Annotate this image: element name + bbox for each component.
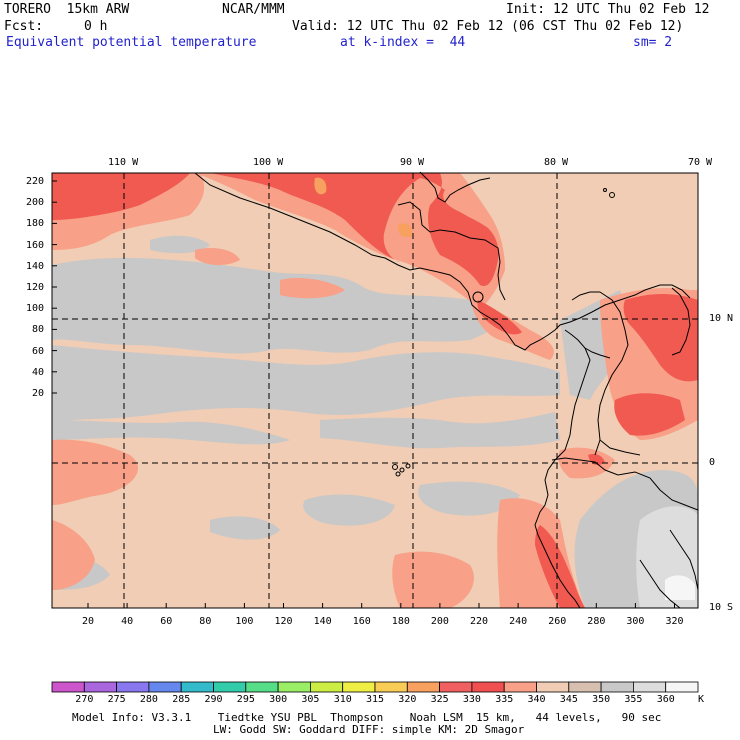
colorbar-label: 310 xyxy=(333,694,352,705)
lon-label-100w: 100 W xyxy=(253,157,284,168)
bottom-axis-label: 240 xyxy=(509,616,528,627)
colorbar-label: 330 xyxy=(462,694,481,705)
left-axis-label: 200 xyxy=(26,197,45,209)
colorbar-label: 270 xyxy=(75,694,94,705)
colorbar-label: 345 xyxy=(559,694,578,705)
colorbar-swatch xyxy=(633,681,667,693)
colorbar-label: 285 xyxy=(172,694,191,705)
colorbar-label: 275 xyxy=(107,694,126,705)
colorbar-label: 320 xyxy=(398,694,417,705)
colorbar-swatch xyxy=(439,681,473,693)
colorbar-swatch xyxy=(213,681,247,693)
colorbar-swatch xyxy=(342,681,376,693)
left-axis-label: 80 xyxy=(32,324,45,336)
field-orange-spots xyxy=(314,177,413,238)
left-axis-ticks xyxy=(52,180,57,394)
colorbar-swatch xyxy=(568,681,602,693)
colorbar-label: 355 xyxy=(624,694,643,705)
colorbar-label: 305 xyxy=(301,694,320,705)
colorbar-swatch xyxy=(309,681,344,693)
left-axis-label: 120 xyxy=(26,282,45,293)
lat-lon-grid xyxy=(52,173,698,608)
bottom-axis-label: 160 xyxy=(352,616,371,627)
colorbar-swatch xyxy=(600,681,634,693)
bottom-axis-label: 40 xyxy=(121,616,134,627)
colorbar-swatch xyxy=(536,681,570,693)
field-white-patch xyxy=(665,575,695,600)
model-info-line1: Model Info: V3.3.1 Tiedtke YSU PBL Thomp… xyxy=(72,711,662,724)
left-axis-label: 180 xyxy=(26,218,45,230)
valid-time: Valid: 12 UTC Thu 02 Feb 12 (06 CST Thu … xyxy=(292,19,684,34)
colorbar-swatch xyxy=(245,681,279,693)
bottom-axis-label: 100 xyxy=(235,616,254,627)
left-axis-label: 60 xyxy=(32,345,45,357)
bottom-axis-label: 320 xyxy=(665,616,684,627)
colorbar-label: 315 xyxy=(366,694,385,705)
bottom-axis-label: 260 xyxy=(548,616,567,627)
left-axis-label: 140 xyxy=(26,260,45,272)
lon-label-70w: 70 W xyxy=(688,157,713,168)
bottom-axis-label: 180 xyxy=(391,616,410,627)
colorbar-swatch xyxy=(503,681,537,693)
model-info-line2: LW: Godd SW: Goddard DIFF: simple KM: 2D… xyxy=(213,723,525,736)
colorbar-swatch xyxy=(471,681,505,693)
colorbar-label: 280 xyxy=(139,694,158,705)
colorbar-label: 340 xyxy=(527,694,546,705)
smoothing-label: sm= 2 xyxy=(633,35,673,50)
colorbar-swatch xyxy=(180,681,214,693)
org-label: NCAR/MMM xyxy=(222,2,285,17)
lon-label-80w: 80 W xyxy=(544,157,569,168)
bottom-axis-label: 140 xyxy=(313,616,332,627)
colorbar-label: 350 xyxy=(592,694,611,705)
coastlines xyxy=(194,171,699,609)
bottom-axis-label: 20 xyxy=(82,616,95,627)
colorbar-label: 300 xyxy=(269,694,288,705)
lat-label-10s: 10 S xyxy=(709,602,734,613)
bottom-axis-label: 120 xyxy=(274,616,293,627)
colorbar-swatch xyxy=(374,681,408,693)
left-axis-label: 160 xyxy=(26,239,45,251)
init-time: Init: 12 UTC Thu 02 Feb 12 xyxy=(506,2,710,17)
level-label: at k-index = 44 xyxy=(340,35,466,50)
colorbar-swatch xyxy=(148,681,182,693)
bottom-axis-label: 200 xyxy=(430,616,449,627)
lon-label-90w: 90 W xyxy=(400,157,425,168)
colorbar-swatch xyxy=(406,681,440,693)
forecast-label: Fcst: xyxy=(4,19,44,34)
colorbar-label: 325 xyxy=(430,694,449,705)
bottom-axis-label: 300 xyxy=(626,616,645,627)
colorbar-label: 335 xyxy=(495,694,514,705)
bottom-axis-label: 220 xyxy=(470,616,489,627)
colorbar-label: 290 xyxy=(204,694,223,705)
forecast-hour: 0 h xyxy=(84,19,108,34)
colorbar-label: 295 xyxy=(236,694,255,705)
left-axis-label: 40 xyxy=(32,366,45,378)
bottom-axis-label: 60 xyxy=(160,616,173,627)
colorbar-swatch xyxy=(277,681,311,693)
bottom-axis-label: 280 xyxy=(587,616,606,627)
lat-label-10n: 10 N xyxy=(709,313,734,324)
field-red-regions xyxy=(52,173,698,608)
left-axis-label: 20 xyxy=(32,388,45,399)
colorbar-swatch xyxy=(83,681,118,693)
map-frame xyxy=(51,172,699,609)
bottom-axis-ticks xyxy=(87,603,675,608)
lat-label-equator: 0 xyxy=(709,457,716,468)
colorbar-swatch xyxy=(116,681,150,693)
field-name: Equivalent potential temperature xyxy=(6,35,257,50)
left-axis-label: 100 xyxy=(26,303,45,315)
colorbar-unit: K xyxy=(698,694,705,705)
lon-label-110w: 110 W xyxy=(108,157,139,168)
model-title: TORERO 15km ARW xyxy=(4,2,130,17)
bottom-axis-label: 80 xyxy=(199,616,212,627)
colorbar-label: 360 xyxy=(656,694,675,705)
colorbar-swatch xyxy=(665,681,699,693)
left-axis-label: 220 xyxy=(26,176,45,187)
colorbar-swatch xyxy=(51,681,85,693)
